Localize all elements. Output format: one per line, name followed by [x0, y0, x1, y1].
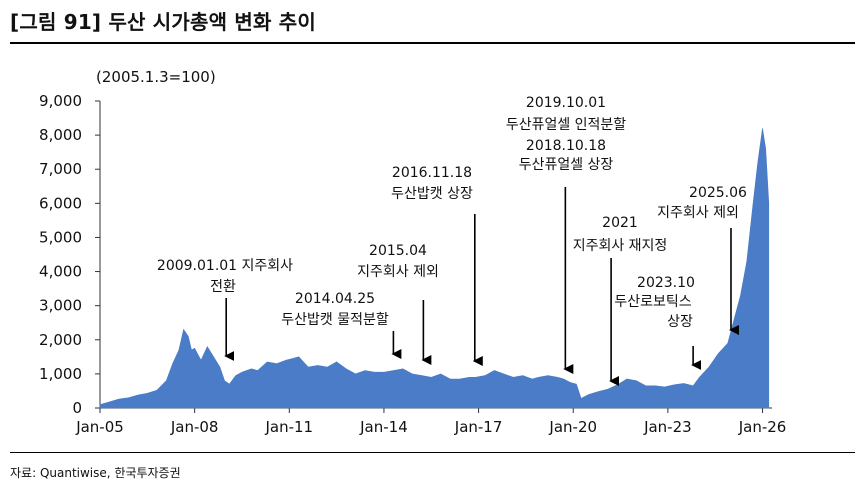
unit-note: (2005.1.3=100) — [96, 68, 216, 86]
x-axis: Jan-05 Jan-08 Jan-11 Jan-14 Jan-17 Jan-20 Jan-… — [75, 407, 787, 436]
annotation-text: 2016.11.18 — [392, 165, 472, 181]
annotation-text: 2021 — [602, 215, 638, 231]
annotation-text: 2018.10.18 — [526, 138, 606, 154]
annotation-text: 지주회사 제외 — [657, 205, 739, 221]
y-axis: 0 1,000 2,000 3,000 4,000 5,000 6,000 7,000 8,00… — [39, 68, 216, 417]
annotation-text: 전환 — [210, 279, 236, 295]
annotation: 2016.11.18 두산밥캣 상장 — [391, 165, 483, 366]
annotation-text: 두산밥캣 물적분할 — [281, 312, 389, 328]
x-tick-label: Jan-14 — [359, 418, 408, 436]
x-tick-label: Jan-11 — [264, 418, 313, 436]
y-tick-label: 9,000 — [39, 92, 82, 110]
annotation: 2015.04 지주회사 제외 — [357, 243, 439, 365]
annotation-text: 지주회사 재지정 — [573, 238, 668, 254]
y-tick-label: 5,000 — [39, 228, 82, 246]
x-tick-label: Jan-20 — [548, 418, 597, 436]
y-tick-label: 8,000 — [39, 126, 82, 144]
annotation-text: 상장 — [667, 314, 693, 330]
y-tick-label: 1,000 — [39, 365, 82, 383]
market-cap-area — [99, 128, 770, 409]
annotation-text: 2014.04.25 — [295, 291, 375, 307]
y-tick-label: 6,000 — [39, 194, 82, 212]
annotation: 2021 지주회사 재지정 — [573, 215, 668, 386]
x-tick-label: Jan-23 — [643, 418, 692, 436]
annotation: 2025.06 지주회사 제외 — [657, 185, 747, 335]
annotation: 2014.04.25 두산밥캣 물적분할 — [281, 291, 402, 359]
annotation-text: 두산로보틱스 — [614, 294, 691, 310]
annotation-text: 2023.10 — [637, 275, 695, 291]
y-tick-label: 0 — [72, 399, 82, 417]
footer-rule — [10, 452, 855, 453]
y-tick-label: 2,000 — [39, 331, 82, 349]
source-note: 자료: Quantiwise, 한국투자증권 — [10, 466, 181, 480]
y-tick-label: 3,000 — [39, 297, 82, 315]
x-tick-label: Jan-08 — [170, 418, 219, 436]
title-rule — [10, 42, 855, 44]
x-tick-label: Jan-17 — [454, 418, 503, 436]
x-tick-label: Jan-05 — [75, 418, 124, 436]
area-layer — [99, 128, 770, 409]
x-tick-label: Jan-26 — [738, 418, 787, 436]
annotation-text: 2015.04 — [369, 243, 427, 259]
chart-title: [그림 91] 두산 시가총액 변화 추이 — [10, 10, 316, 34]
annotation-text: 2019.10.01 — [526, 95, 606, 111]
y-tick-label: 7,000 — [39, 160, 82, 178]
annotation: 2019.10.01 두산퓨얼셀 인적분할 2018.10.18 두산퓨얼셀 상장 — [506, 95, 626, 374]
annotation-text: 두산밥캣 상장 — [391, 186, 473, 202]
annotation-text: 2025.06 — [689, 185, 747, 201]
annotation-text: 2009.01.01 지주회사 — [157, 258, 293, 274]
annotation-text: 두산퓨얼셀 인적분할 — [506, 117, 626, 133]
annotation-text: 두산퓨얼셀 상장 — [519, 157, 614, 173]
y-tick-label: 4,000 — [39, 263, 82, 281]
annotation-text: 지주회사 제외 — [357, 264, 439, 280]
